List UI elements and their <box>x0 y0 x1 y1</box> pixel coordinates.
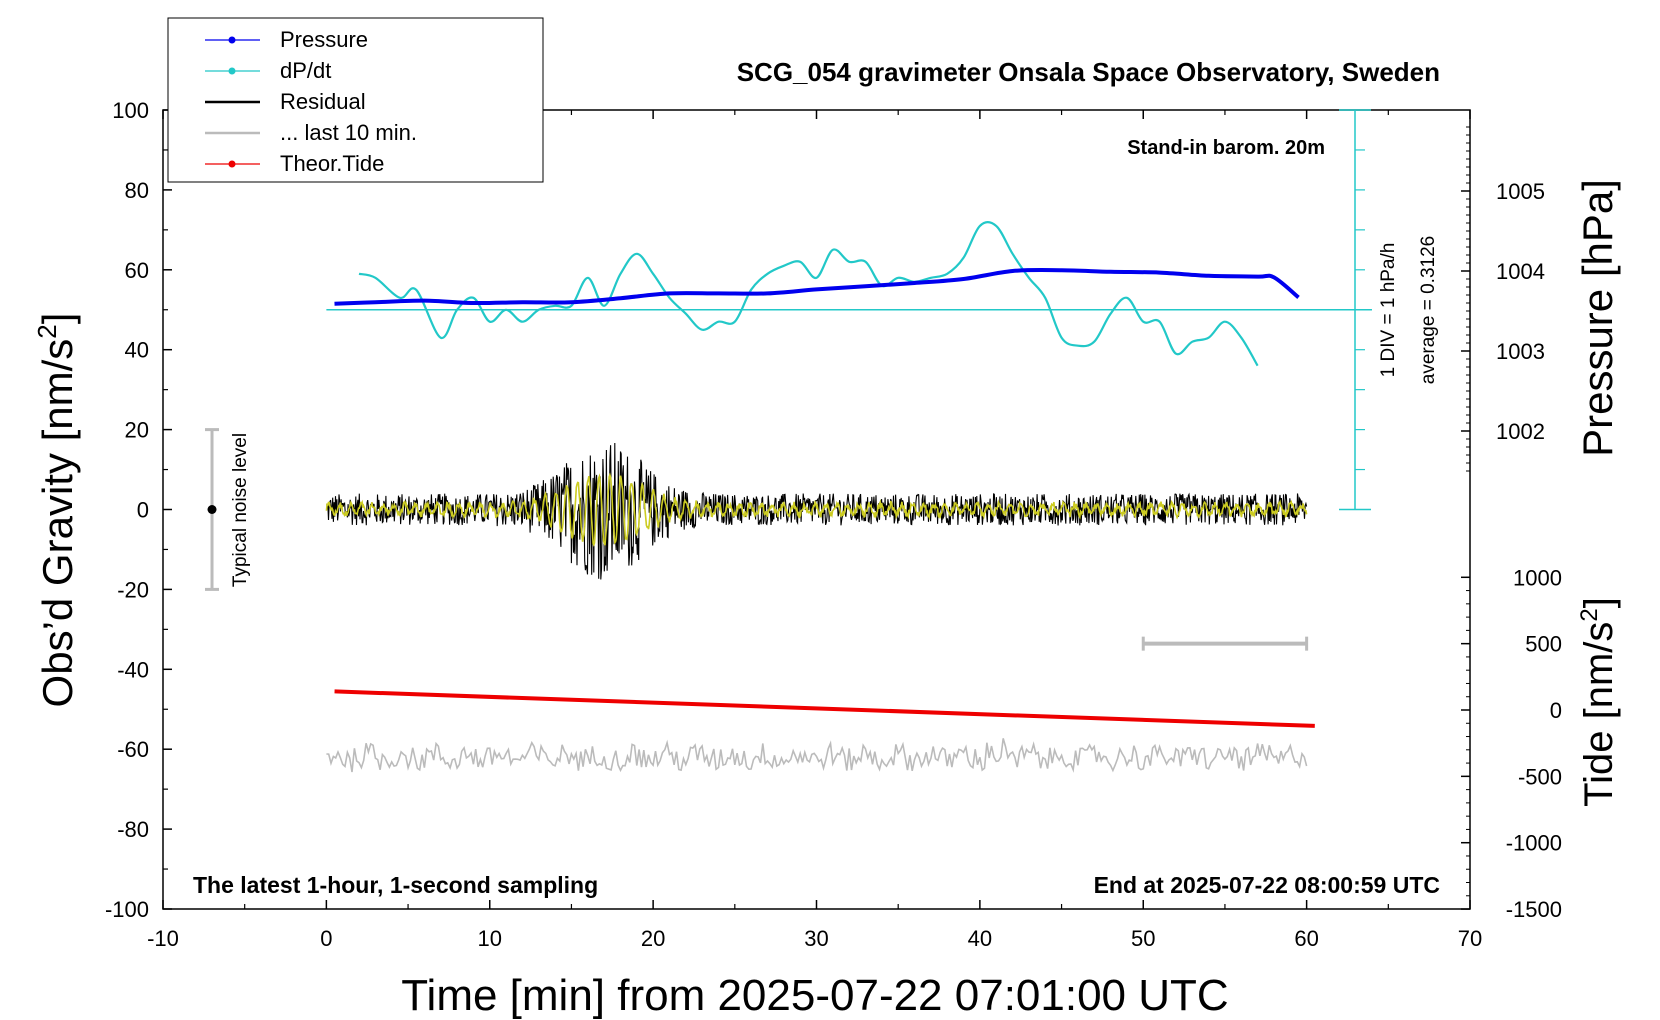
tide-axis-label-main: Tide [nm/s <box>1577 622 1621 807</box>
chart-title: SCG_054 gravimeter Onsala Space Observat… <box>737 57 1440 87</box>
y-axis-label: Obs’d Gravity [nm/s2] <box>32 313 81 708</box>
x-tick-label: 40 <box>968 926 992 951</box>
legend-label: dP/dt <box>280 58 331 83</box>
tide-axis-label-sup: 2 <box>1576 608 1603 621</box>
latest-annotation: The latest 1-hour, 1-second sampling <box>193 872 598 898</box>
barom-annotation: Stand-in barom. 20m <box>1127 137 1325 159</box>
right-axis-ticks: 1005 1004 1003 1002 1000 500 0 -500 -1000 -1500 <box>1461 126 1562 922</box>
x-tick-label: 20 <box>641 926 665 951</box>
tide-tick-label: -1000 <box>1506 831 1562 856</box>
pressure-tick-label: 1003 <box>1496 339 1545 364</box>
tide-tick-label: -1500 <box>1506 897 1562 922</box>
y-tick-label: 40 <box>125 338 149 363</box>
pressure-tick-label: 1004 <box>1496 259 1545 284</box>
tide-tick-label: 500 <box>1525 632 1562 657</box>
y-tick-label: 80 <box>125 178 149 203</box>
pressure-tick-label: 1005 <box>1496 179 1545 204</box>
tide-tick-label: 0 <box>1550 698 1562 723</box>
y-tick-label: 100 <box>112 98 149 123</box>
x-tick-label: 60 <box>1294 926 1318 951</box>
x-tick-label: 70 <box>1458 926 1482 951</box>
y-tick-label: 0 <box>137 498 149 523</box>
x-tick-label: 30 <box>804 926 828 951</box>
legend-label: Pressure <box>280 27 368 52</box>
end-annotation: End at 2025-07-22 08:00:59 UTC <box>1094 872 1440 898</box>
x-tick-label: 50 <box>1131 926 1155 951</box>
y-axis-label-main: Obs’d Gravity [nm/s <box>34 339 81 708</box>
legend-label: Residual <box>280 89 366 114</box>
legend-label: ... last 10 min. <box>280 120 417 145</box>
y-axis-label-tail: ] <box>34 313 81 325</box>
tide-tick-label: 1000 <box>1513 565 1562 590</box>
y-axis-ticks: 100 80 60 40 20 0 -20 -40 -60 -80 -100 <box>105 98 172 922</box>
legend-items: Pressure dP/dt Residual ... last 10 min. The… <box>205 27 417 176</box>
legend-marker <box>228 160 236 168</box>
legend-marker <box>228 36 236 44</box>
series-layer <box>205 221 1372 773</box>
tide-axis-label: Tide [nm/s2] <box>1576 597 1621 807</box>
legend-label: Theor.Tide <box>280 151 384 176</box>
legend: Pressure dP/dt Residual ... last 10 min. The… <box>167 17 544 183</box>
y-tick-label: -40 <box>117 657 149 682</box>
legend-box <box>167 17 544 183</box>
pressure-tick-label: 1002 <box>1496 419 1545 444</box>
y-tick-label: -60 <box>117 737 149 762</box>
legend-marker <box>228 67 236 75</box>
average-annotation: average = 0.3126 <box>1418 236 1439 384</box>
noise-annotation: Typical noise level <box>230 433 251 587</box>
y-tick-label: 60 <box>125 258 149 283</box>
x-tick-label: 10 <box>478 926 502 951</box>
dpdt-line <box>358 221 1259 367</box>
y-tick-label: -100 <box>105 897 149 922</box>
y-tick-label: 20 <box>125 418 149 443</box>
last-10-min-line <box>326 738 1308 773</box>
tide-axis-label-tail: ] <box>1577 597 1621 608</box>
noise-bar-center-dot <box>207 505 217 514</box>
y-tick-label: -20 <box>117 577 149 602</box>
x-axis-label: Time [min] from 2025-07-22 07:01:00 UTC <box>401 971 1228 1020</box>
y-axis-label-sup: 2 <box>32 324 62 338</box>
pressure-axis-label: Pressure [hPa] <box>1574 179 1621 457</box>
div-annotation: 1 DIV = 1 hPa/h <box>1378 243 1399 378</box>
theor-tide-line <box>334 689 1315 728</box>
tide-tick-label: -500 <box>1518 764 1562 789</box>
x-tick-label: -10 <box>147 926 179 951</box>
pressure-line <box>334 268 1300 306</box>
y-tick-label: -80 <box>117 817 149 842</box>
x-tick-label: 0 <box>320 926 332 951</box>
residual-smoothed-line <box>325 472 1308 547</box>
